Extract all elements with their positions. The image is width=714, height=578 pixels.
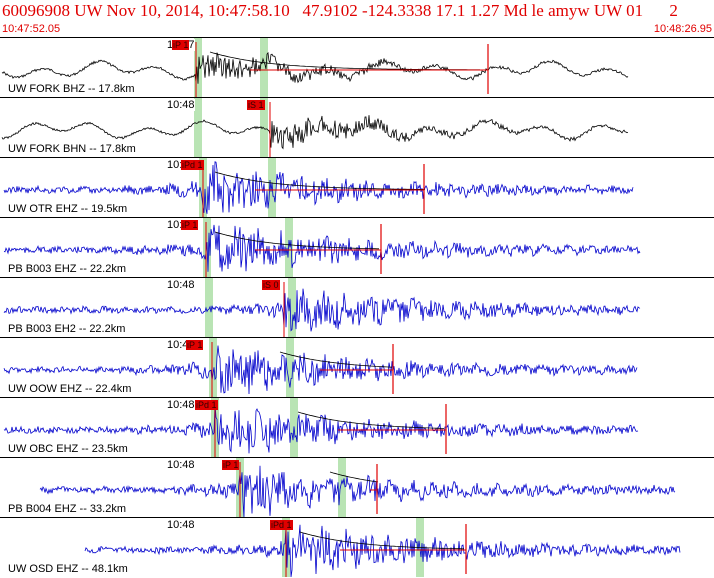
trace-panel[interactable]: 10:48 iPd 1 UW OBC EHZ -- 23.5km	[0, 397, 714, 457]
coda-decay-curve	[299, 531, 464, 550]
seismogram-trace-plot	[39, 458, 676, 517]
window-end-time: 10:48:26.95	[653, 23, 712, 35]
coda-decay-curve	[279, 351, 393, 368]
station-channel-label: UW OBC EHZ -- 23.5km	[8, 443, 128, 455]
event-time: 10:47:58.10	[208, 1, 290, 20]
waveform-line	[3, 345, 638, 395]
trace-panel[interactable]: 10:48 iP 1 PB B004 EHZ -- 33.2km	[0, 457, 714, 517]
seismogram-trace-plot	[3, 158, 634, 217]
analysis-window-band	[209, 338, 217, 397]
station-channel-label: UW OOW EHZ -- 22.4km	[8, 383, 132, 395]
analysis-window-band	[194, 98, 202, 157]
station-channel-label: UW FORK BHZ -- 17.8km	[8, 83, 135, 95]
phase-pick-flag[interactable]: iPd 1	[270, 520, 293, 530]
analysis-window-band	[286, 338, 294, 397]
coda-decay-curve	[297, 411, 444, 429]
minute-tick-label: 10:48	[167, 459, 195, 471]
phase-pick-flag[interactable]: iP 1	[186, 340, 204, 350]
minute-tick-label: 10:48	[167, 99, 195, 111]
station-channel-label: PB B003 EH2 -- 22.2km	[8, 323, 126, 335]
seismogram-trace-plot	[3, 338, 638, 397]
seismogram-trace-plot	[1, 98, 629, 157]
coda-decay-curve	[329, 471, 379, 483]
event-id: 60096908	[2, 1, 70, 20]
waveform-line	[84, 524, 681, 577]
analysis-window-band	[338, 458, 346, 517]
waveform-line	[39, 465, 676, 517]
waveform-line	[1, 115, 629, 150]
minute-tick-label: 10:48	[167, 279, 195, 291]
event-summary-line: 60096908 UW Nov 10, 2014, 10:47:58.10 47…	[2, 1, 678, 20]
trace-panel[interactable]: 10:48 iPd 1 UW OSD EHZ -- 48.1km	[0, 517, 714, 577]
phase-pick-flag[interactable]: iPd 1	[181, 160, 204, 170]
station-channel-label: UW OSD EHZ -- 48.1km	[8, 563, 128, 575]
coda-decay-curve	[214, 231, 379, 250]
trace-panel[interactable]: 10:47iP 1UW FORK BHZ -- 17.8km	[0, 37, 714, 97]
waveform-line	[1, 51, 629, 84]
event-source: UW	[593, 1, 622, 20]
analysis-window-band	[205, 278, 213, 337]
analysis-window-band	[260, 98, 268, 157]
minute-tick-label: 10:48	[167, 399, 195, 411]
trace-panel[interactable]: 10:48 iS 1 UW FORK BHN -- 17.8km	[0, 97, 714, 157]
station-channel-label: PB B003 EHZ -- 22.2km	[8, 263, 126, 275]
phase-pick-flag[interactable]: iS 0	[262, 280, 280, 290]
minute-tick-label: 10:48	[167, 519, 195, 531]
trace-panel[interactable]: 10:48 iS 0 PB B003 EH2 -- 22.2km	[0, 277, 714, 337]
event-network: UW	[74, 1, 103, 20]
station-channel-label: PB B004 EHZ -- 33.2km	[8, 503, 126, 515]
phase-pick-flag[interactable]: iS 1	[247, 100, 265, 110]
event-lat: 47.9102	[302, 1, 358, 20]
event-flags: le	[531, 1, 544, 20]
seismogram-trace-plot	[3, 398, 639, 457]
seismogram-trace-plot	[1, 38, 629, 97]
event-depth: 17.1	[435, 1, 466, 20]
trace-panel[interactable]: 10:48 iP 1 UW OOW EHZ -- 22.4km	[0, 337, 714, 397]
seismogram-trace-plot	[84, 518, 681, 577]
analysis-window-band	[194, 38, 202, 97]
station-channel-label: UW FORK BHN -- 17.8km	[8, 143, 136, 155]
event-mag-type: Md	[503, 1, 528, 20]
event-magnitude: 1.27	[469, 1, 500, 20]
event-lon: -124.3338	[362, 1, 432, 20]
analysis-window-band	[288, 278, 296, 337]
waveform-line	[3, 224, 641, 272]
seismogram-trace-plot	[3, 218, 641, 277]
phase-pick-flag[interactable]: iPd 1	[195, 400, 218, 410]
event-date: Nov 10, 2014	[106, 1, 200, 20]
phase-pick-flag[interactable]: iP 1	[222, 460, 240, 470]
phase-pick-flag[interactable]: iP 1	[172, 40, 190, 50]
waveform-line	[3, 288, 641, 332]
event-suffix: 2	[669, 1, 678, 20]
seismogram-trace-plot	[3, 278, 641, 337]
event-header: 60096908 UW Nov 10, 2014, 10:47:58.10 47…	[0, 0, 714, 37]
analysis-window-band	[285, 218, 293, 277]
station-channel-label: UW OTR EHZ -- 19.5km	[8, 203, 128, 215]
event-author: amyw	[548, 1, 590, 20]
waveform-line	[3, 402, 639, 454]
analysis-window-band	[260, 38, 268, 97]
event-version: 01	[626, 1, 644, 20]
coda-decay-curve	[214, 171, 426, 190]
window-start-time: 10:47:52.05	[2, 23, 61, 35]
phase-pick-flag[interactable]: iP 1	[181, 220, 199, 230]
